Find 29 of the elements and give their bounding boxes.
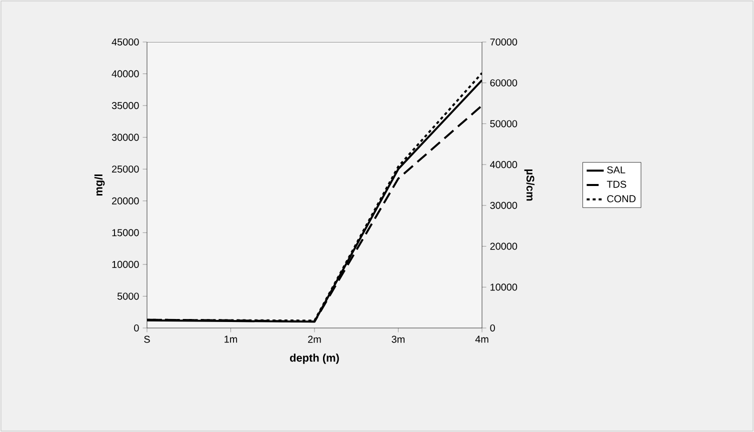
y2-tick-label: 0: [490, 324, 495, 332]
y2-axis-title: µS/cm: [524, 169, 535, 201]
y2-tick-label: 20000: [490, 242, 518, 250]
y2-tick-label: 60000: [490, 79, 518, 86]
legend-label: COND: [607, 195, 636, 202]
x-tick-label: 1m: [224, 336, 238, 343]
x-axis-title: depth (m): [290, 354, 339, 364]
y-tick-label: 10000: [112, 260, 139, 268]
x-tick-label: 3m: [392, 336, 405, 343]
x-tick-label: S: [144, 336, 150, 343]
y2-tick-label: 40000: [490, 161, 518, 168]
x-tick-label: 4m: [475, 336, 488, 343]
y-tick-label: 0: [134, 324, 139, 332]
y2-tick-label: 30000: [490, 202, 518, 209]
y2-tick-label: 50000: [490, 120, 518, 128]
y-tick-label: 20000: [112, 197, 139, 204]
y2-tick-label: 70000: [490, 38, 518, 46]
y2-tick-label: 10000: [490, 284, 518, 291]
x-tick-label: 2m: [308, 336, 321, 343]
y-tick-label: 30000: [112, 134, 139, 141]
y-tick-label: 45000: [112, 38, 139, 46]
y-axis-title: mg/l: [94, 174, 105, 196]
legend-label: TDS: [606, 180, 626, 188]
y-tick-label: 15000: [112, 229, 139, 236]
y-tick-label: 5000: [117, 292, 139, 300]
y-tick-label: 40000: [112, 70, 139, 78]
y-tick-label: 25000: [112, 166, 139, 173]
y-tick-label: 35000: [112, 102, 139, 110]
legend-label: SAL: [607, 166, 626, 174]
